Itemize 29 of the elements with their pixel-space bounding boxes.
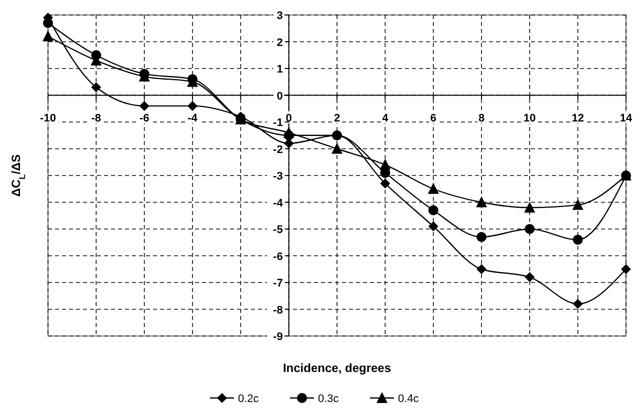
legend-label: 0.2c	[238, 393, 260, 405]
x-axis-title: Incidence, degrees	[282, 361, 392, 375]
y-tick-label: 0	[276, 90, 283, 102]
x-tick-label: -6	[139, 112, 150, 124]
y-tick-label: -1	[273, 117, 283, 129]
x-tick-label: -8	[91, 112, 102, 124]
y-tick-label: -3	[273, 170, 283, 182]
x-tick-label: 6	[430, 112, 436, 124]
y-tick-label: -2	[273, 144, 283, 156]
y-tick-label: -7	[273, 278, 283, 290]
y-tick-label: -4	[273, 197, 284, 210]
y-tick-label: 3	[276, 10, 283, 22]
legend-label: 0.4c	[398, 393, 420, 405]
legend-label: 0.3c	[318, 393, 340, 405]
x-tick-label: -10	[40, 112, 56, 124]
x-tick-label: 2	[334, 112, 340, 124]
y-tick-label: -6	[273, 250, 283, 263]
y-tick-label: -9	[273, 331, 283, 343]
y-tick-label: -8	[273, 304, 283, 316]
y-tick-label: -5	[273, 224, 283, 236]
x-tick-label: 8	[478, 112, 485, 124]
x-tick-label: 12	[572, 112, 584, 124]
y-tick-label: 1	[276, 64, 283, 76]
y-tick-label: 2	[276, 36, 283, 49]
x-tick-label: 4	[382, 112, 390, 124]
x-tick-label: 0	[286, 112, 292, 124]
x-tick-label: -4	[188, 112, 198, 124]
x-tick-label: 14	[620, 112, 633, 124]
x-tick-label: 10	[524, 112, 536, 124]
